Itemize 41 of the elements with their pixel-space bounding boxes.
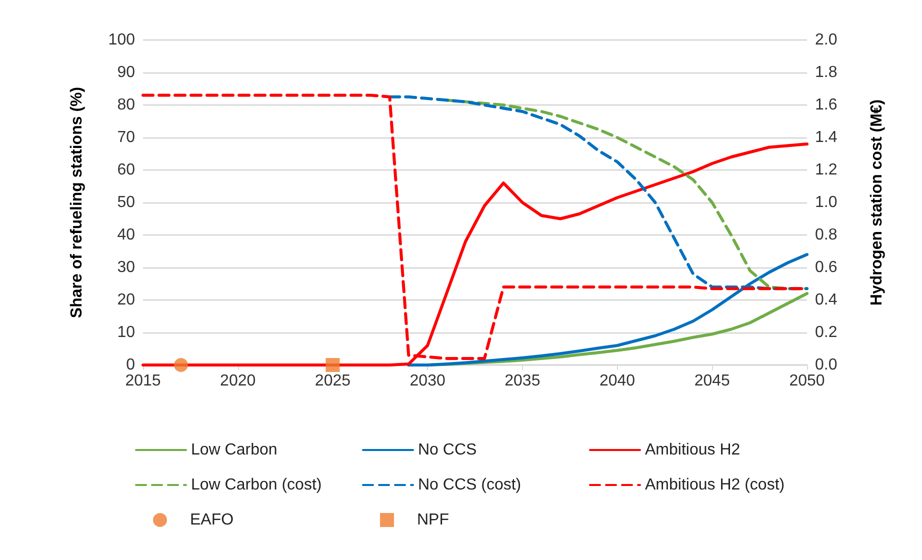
- legend-label: Low Carbon (cost): [191, 476, 322, 494]
- x-tick-label: 2020: [220, 372, 256, 390]
- y2-tick-label: 0.8: [815, 226, 838, 244]
- line-series: [445, 98, 808, 290]
- legend-label: Ambitious H2 (cost): [645, 476, 785, 494]
- y-tick-label: 0: [126, 356, 136, 374]
- y2-tick-label: 0.2: [815, 324, 838, 341]
- legend-label: EAFO: [190, 512, 234, 528]
- y2-tick-label: 1.0: [815, 194, 838, 211]
- y-tick-label: 30: [117, 259, 136, 276]
- y2-tick-label: 1.6: [815, 96, 838, 114]
- x-tick-label: 2035: [504, 372, 540, 390]
- y2-tick-label: 0.6: [815, 259, 838, 276]
- y-tick-label: 90: [117, 64, 136, 81]
- y-tick-label: 70: [117, 129, 136, 146]
- y-tick-label: 80: [117, 96, 136, 114]
- y2-tick-label: 0.0: [815, 356, 838, 374]
- legend-label: No CCS: [418, 442, 477, 458]
- y2-tick-label: 2.0: [815, 32, 838, 48]
- x-tick-label: 2030: [410, 372, 446, 390]
- x-tick-label: 2040: [599, 372, 636, 390]
- y-tick-label: 50: [117, 194, 136, 211]
- legend-label: NPF: [417, 512, 450, 528]
- y2-tick-label: 1.2: [815, 162, 838, 178]
- x-tick-label: 2025: [314, 372, 351, 390]
- y-tick-label: 40: [117, 226, 136, 244]
- y-axis-title: Share of refueling stations (%): [68, 86, 86, 318]
- legend-label: Ambitious H2: [645, 442, 740, 458]
- y2-tick-label: 0.4: [815, 292, 838, 308]
- y2-tick-label: 1.4: [815, 129, 838, 146]
- legend-label: No CCS (cost): [418, 476, 522, 494]
- y-tick-label: 60: [117, 162, 136, 178]
- x-tick-label: 2015: [125, 372, 161, 390]
- x-tick-label: 2045: [694, 372, 730, 390]
- y-tick-label: 10: [117, 324, 136, 341]
- y-tick-label: 20: [117, 292, 136, 308]
- y-tick-label: 100: [108, 32, 136, 48]
- x-tick-label: 2050: [789, 372, 825, 390]
- y2-axis-title: Hydrogen station cost (M€): [868, 99, 886, 306]
- y2-tick-label: 1.8: [815, 64, 838, 81]
- legend-label: Low Carbon: [191, 442, 278, 458]
